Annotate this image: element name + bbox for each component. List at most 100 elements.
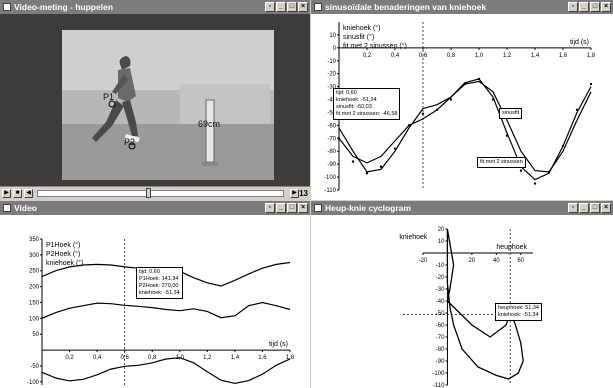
readout-line: P2Hoek: 270,00 <box>139 283 179 289</box>
minimize-button[interactable]: _ <box>579 203 589 213</box>
x-tick-label: 0,8 <box>447 53 456 59</box>
window-title: sinusoïdale benaderingen van kniehoek <box>325 2 487 12</box>
y-tick-label: -60 <box>436 323 445 329</box>
step-forward-button[interactable]: ▶ <box>290 189 300 198</box>
x-tick-label: 1,8 <box>286 355 295 361</box>
cyclogram-chart: 20 10 -10 -20 -30 -40 -50 -60 -70 -80 -90 -100 -110 -… <box>399 227 533 388</box>
series-line <box>41 301 291 319</box>
video-window: Video-meting - huppelen ▫ _ □ × <box>0 0 310 200</box>
stop-button[interactable]: ■ <box>13 189 22 198</box>
y-tick-label: -70 <box>327 136 336 142</box>
data-point <box>519 169 523 172</box>
x-tick-label: 40 <box>493 258 500 264</box>
close-button[interactable]: × <box>601 2 611 12</box>
maximize-button[interactable]: □ <box>590 203 600 213</box>
close-button[interactable]: × <box>601 203 611 213</box>
readout-line: P1Hoek: 141,34 <box>139 276 179 282</box>
video-scrubber-thumb[interactable] <box>145 188 151 198</box>
p2-marker <box>128 142 136 150</box>
close-button[interactable]: × <box>298 203 308 213</box>
minimize-button[interactable]: _ <box>276 203 286 213</box>
series-line <box>41 357 291 385</box>
window-icon <box>314 204 322 212</box>
x-tick-label: 1,6 <box>258 355 267 361</box>
window-title: Heup-knie cyclogram <box>325 203 411 213</box>
video-scrubber[interactable] <box>37 188 285 198</box>
pin-button[interactable]: ▫ <box>568 2 578 12</box>
y-tick-label: -100 <box>324 175 337 181</box>
readout-line: tijd: 0,60 <box>336 90 357 96</box>
p1-label: P1 <box>103 92 114 102</box>
y-tick-label: 20 <box>438 227 445 233</box>
readout-line: kniehoek: -51,34 <box>498 312 539 318</box>
x-tick-label: 0,2 <box>363 53 372 59</box>
video-window-titlebar[interactable]: Video-meting - huppelen ▫ _ □ × <box>0 0 310 14</box>
video-graph-titlebar[interactable]: Video ▫ _ □ × <box>0 201 310 215</box>
y-tick-label: -20 <box>327 72 336 78</box>
y-tick-label: 100 <box>29 316 40 322</box>
y-tick-label: -90 <box>436 359 445 365</box>
x-tick-label: 1,2 <box>203 355 212 361</box>
sinus-readout: tijd: 0,60 kniehoek: -51,34 sinusfit: -6… <box>333 88 401 120</box>
y-tick-label: -30 <box>327 85 336 91</box>
minimize-button[interactable]: _ <box>276 2 286 12</box>
pin-button[interactable]: ▫ <box>265 2 275 12</box>
window-icon <box>3 204 11 212</box>
y-tick-label: -110 <box>433 383 445 388</box>
step-back-button[interactable]: ◀ <box>24 189 33 198</box>
data-point <box>589 82 593 86</box>
x-axis-label: tijd (s) <box>269 341 288 348</box>
window-icon <box>3 3 11 11</box>
scale-label: 69cm <box>198 119 220 129</box>
y-tick-label: -80 <box>436 347 445 353</box>
pin-button[interactable]: ▫ <box>265 203 275 213</box>
p1-marker <box>108 100 116 108</box>
legend-item: P2Hoek (°) <box>46 250 80 258</box>
maximize-button[interactable]: □ <box>287 203 297 213</box>
window-title: Video <box>14 203 37 213</box>
window-icon <box>314 3 322 11</box>
y-tick-label: -30 <box>436 287 445 293</box>
x-tick-label: 0,4 <box>391 53 400 59</box>
frame-number: 13 <box>299 189 308 198</box>
y-tick-label: -10 <box>436 263 445 269</box>
y-tick-label: -110 <box>324 188 336 194</box>
play-button[interactable]: ▶ <box>2 189 11 198</box>
sinus-chart: 10 0 -10 -20 -30 -40 -50 -60 -70 -80 -90 -100 -110 0,… <box>324 22 596 194</box>
y-tick-label: 200 <box>29 285 40 291</box>
x-tick-label: 1,0 <box>475 53 484 59</box>
data-point <box>449 98 453 101</box>
y-tick-label: -40 <box>436 299 445 305</box>
data-point <box>365 172 369 175</box>
y-tick-label: 350 <box>29 237 40 243</box>
y-tick-label: -90 <box>327 162 336 168</box>
y-tick-label: -50 <box>30 364 39 370</box>
y-tick-label: -100 <box>432 371 445 377</box>
maximize-button[interactable]: □ <box>590 2 600 12</box>
close-button[interactable]: × <box>298 2 308 12</box>
readout-line: fit met 2 sinussen: -46,58 <box>336 111 398 117</box>
cyclogram-window: Heup-knie cyclogram ▫ _ □ × 20 10 -10 -20 -3… <box>311 201 613 388</box>
cyclogram-titlebar[interactable]: Heup-knie cyclogram ▫ _ □ × <box>311 201 613 215</box>
sinus-window: sinusoïdale benaderingen van kniehoek ▫ … <box>311 0 613 200</box>
y-axis-label: kniehoek <box>399 234 428 241</box>
legend-item: fit met 2 sinussen (°) <box>343 42 407 50</box>
y-tick-label: 10 <box>329 33 336 39</box>
legend-item: sinusfit (°) <box>343 33 374 41</box>
y-tick-label: 300 <box>29 253 40 259</box>
x-axis-label: tijd (s) <box>570 39 589 46</box>
x-tick-label: 1,6 <box>559 53 568 59</box>
maximize-button[interactable]: □ <box>287 2 297 12</box>
cyclogram-loop <box>446 228 524 380</box>
video-readout: tijd: 0,60 P1Hoek: 141,34 P2Hoek: 270,00… <box>136 267 183 299</box>
x-tick-label: 20 <box>469 258 476 264</box>
pin-button[interactable]: ▫ <box>568 203 578 213</box>
y-tick-label: -100 <box>27 380 40 386</box>
sinus-window-titlebar[interactable]: sinusoïdale benaderingen van kniehoek ▫ … <box>311 0 613 14</box>
x-axis-label: heuphoek <box>496 244 527 251</box>
video-controls: ▶ ■ ◀ ▶ 13 <box>0 186 310 200</box>
minimize-button[interactable]: _ <box>579 2 589 12</box>
y-tick-label: -80 <box>327 149 336 155</box>
y-tick-label: -20 <box>436 275 445 281</box>
x-tick-label: 0,2 <box>65 355 74 361</box>
